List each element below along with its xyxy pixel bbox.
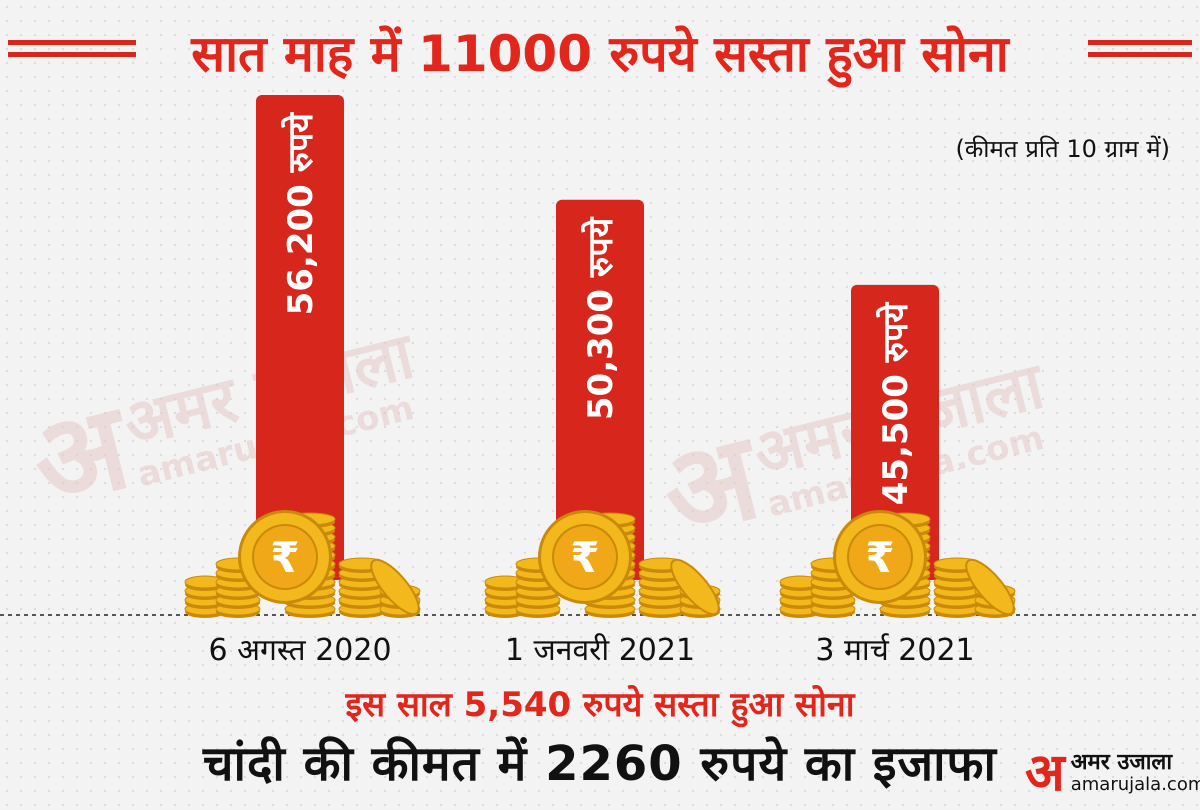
brand-name: अमर उजाला [1070, 750, 1173, 775]
bar-value-label-2: 50,300 रुपये [580, 216, 621, 420]
brand-mark: अ [1025, 743, 1065, 803]
chart-title: सात माह में 11000 रुपये सस्ता हुआ सोना [191, 25, 1009, 83]
category-label-2: 1 जनवरी 2021 [504, 633, 696, 668]
rupee-icon: ₹ [865, 533, 894, 582]
brand-logo: अ अमर उजाला amarujala.com [1025, 743, 1200, 803]
bar-1 [256, 95, 344, 580]
brand-site: amarujala.com [1070, 774, 1200, 795]
coin-pile-2: ₹ [484, 510, 721, 618]
bar-value-label-3: 45,500 रुपये [875, 302, 916, 506]
bar-3 [851, 284, 939, 580]
category-label-3: 3 मार्च 2021 [815, 633, 975, 668]
title-rule-right-bottom [1088, 52, 1192, 57]
title-row: सात माह में 11000 रुपये सस्ता हुआ सोना [0, 18, 1200, 88]
category-label-1: 6 अगस्त 2020 [208, 633, 392, 668]
title-rule-left-bottom [8, 52, 136, 57]
subheadline: इस साल 5,540 रुपये सस्ता हुआ सोना [345, 685, 855, 725]
title-rule-left-top [8, 40, 136, 45]
coin-pile-1: ₹ [184, 510, 421, 618]
headline: चांदी की कीमत में 2260 रुपये का इजाफा [203, 736, 997, 792]
title-rule-right-top [1088, 40, 1192, 45]
rupee-icon: ₹ [570, 533, 599, 582]
rupee-icon: ₹ [270, 533, 299, 582]
coin-pile-3: ₹ [779, 510, 1016, 618]
bar-2 [556, 199, 644, 580]
bar-value-label-1: 56,200 रुपये [280, 112, 321, 316]
unit-note: (कीमत प्रति 10 ग्राम में) [955, 135, 1170, 163]
